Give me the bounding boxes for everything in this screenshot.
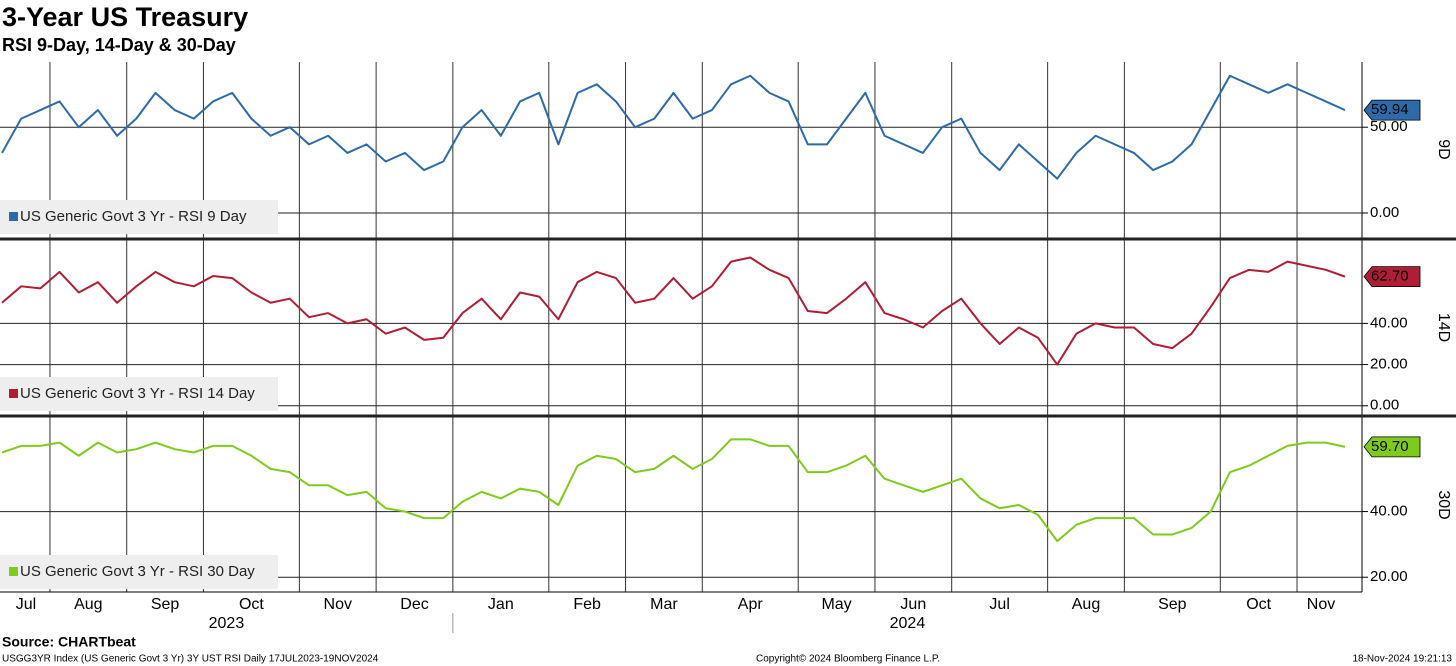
x-tick-label: Jan [488, 596, 514, 613]
legend-box [0, 200, 278, 234]
legend-swatch [9, 212, 18, 221]
value-label: 62.70 [1371, 268, 1409, 285]
x-tick-label: Feb [573, 596, 601, 613]
year-label: 2023 [209, 615, 245, 632]
line-series [1, 438, 1346, 543]
x-tick-label: Aug [1072, 596, 1100, 613]
y-axis-label: 30D [1435, 490, 1452, 519]
y-axis-label: 14D [1435, 313, 1452, 342]
x-tick-label: Jul [989, 596, 1009, 613]
y-tick-label: 50.00 [1370, 118, 1408, 135]
chart-title: 3-Year US Treasury [2, 2, 248, 32]
y-tick-label: 40.00 [1370, 503, 1408, 520]
line-series [1, 74, 1346, 180]
value-label: 59.70 [1371, 438, 1409, 455]
legend-label: US Generic Govt 3 Yr - RSI 30 Day [20, 563, 255, 580]
x-tick-label: Jun [900, 596, 926, 613]
legend-box [0, 377, 278, 411]
x-tick-label: Apr [738, 596, 764, 613]
year-label: 2024 [890, 615, 926, 632]
value-label: 59.94 [1371, 101, 1409, 118]
value-label-box [1363, 436, 1421, 458]
legend-label: US Generic Govt 3 Yr - RSI 14 Day [20, 385, 255, 402]
x-tick-label: Sep [1158, 596, 1187, 613]
y-tick-label: 0.00 [1370, 204, 1399, 221]
x-tick-label: Sep [151, 596, 180, 613]
x-tick-label: Dec [400, 596, 428, 613]
y-tick-label: 20.00 [1370, 356, 1408, 373]
y-tick-label: 0.00 [1370, 397, 1399, 414]
y-axis-label: 9D [1435, 139, 1452, 159]
y-tick-label: 20.00 [1370, 568, 1408, 585]
line-series [1, 256, 1346, 366]
x-tick-label: May [821, 596, 851, 613]
x-tick-label: Nov [1307, 596, 1335, 613]
x-tick-label: Aug [74, 596, 102, 613]
legend-swatch [9, 389, 18, 398]
value-label-box [1363, 99, 1421, 121]
x-tick-label: Jul [16, 596, 36, 613]
footer-left: USGG3YR Index (US Generic Govt 3 Yr) 3Y … [2, 654, 379, 665]
x-tick-label: Nov [324, 596, 352, 613]
x-tick-label: Mar [650, 596, 678, 613]
y-tick-label: 40.00 [1370, 314, 1408, 331]
footer-right: 18-Nov-2024 19:21:13 [1352, 654, 1452, 665]
legend-label: US Generic Govt 3 Yr - RSI 9 Day [20, 208, 247, 225]
footer-center: Copyright© 2024 Bloomberg Finance L.P. [756, 654, 940, 665]
x-tick-label: Oct [1246, 596, 1271, 613]
value-label-box [1363, 266, 1421, 288]
legend-swatch [9, 567, 18, 576]
source: Source: CHARTbeat [2, 634, 136, 650]
x-tick-label: Oct [239, 596, 264, 613]
legend-box [0, 555, 278, 589]
chart-subtitle: RSI 9-Day, 14-Day & 30-Day [2, 35, 236, 55]
